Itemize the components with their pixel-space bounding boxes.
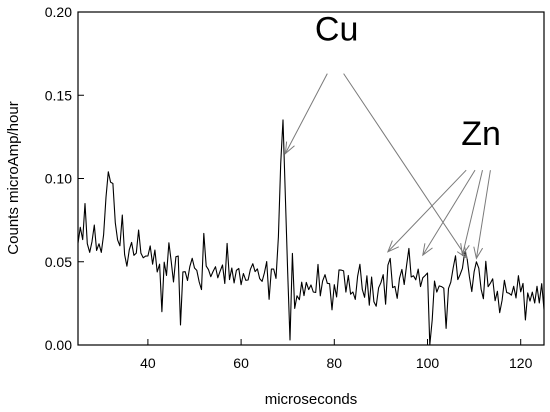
y-tick-label: 0.20	[45, 4, 72, 20]
plot-frame	[77, 11, 545, 346]
series-layer	[77, 119, 545, 346]
annotation-arrow-line	[422, 169, 476, 256]
y-axis-title: Counts microAmp/hour	[5, 101, 22, 254]
x-tick-label: 60	[233, 355, 249, 371]
y-tick-label: 0.10	[45, 171, 72, 187]
y-tick-label: 0.05	[45, 254, 72, 270]
annotation-arrowhead	[284, 141, 295, 155]
y-tick-label: 0.15	[45, 87, 72, 103]
y-axis: 0.00 0.05 0.10 0.15 0.20	[45, 4, 84, 353]
y-tick-label: 0.00	[45, 337, 72, 353]
x-axis-title: microseconds	[265, 391, 358, 408]
series-line	[77, 119, 545, 346]
x-tick-label: 100	[416, 355, 440, 371]
annotation-arrow-line	[284, 73, 328, 154]
x-tick-label: 40	[140, 355, 156, 371]
annotation-arrow-line	[461, 170, 483, 256]
annotation-arrow-line	[475, 170, 491, 259]
x-tick-label: 80	[327, 355, 343, 371]
annotation-arrowhead	[460, 243, 470, 257]
annotation-layer: Cu Zn	[284, 10, 501, 260]
annotation-arrow-line	[343, 73, 468, 259]
x-tick-label: 120	[509, 355, 533, 371]
annotation-label: Zn	[461, 115, 501, 153]
annotation-arrowhead	[473, 246, 484, 260]
annotation-arrow-line	[387, 169, 467, 253]
x-axis: 40 60 80 100 120	[140, 339, 533, 371]
annotation-arrowhead	[386, 240, 400, 253]
annotation-arrowhead	[422, 243, 433, 257]
annotation-label: Cu	[315, 10, 358, 48]
